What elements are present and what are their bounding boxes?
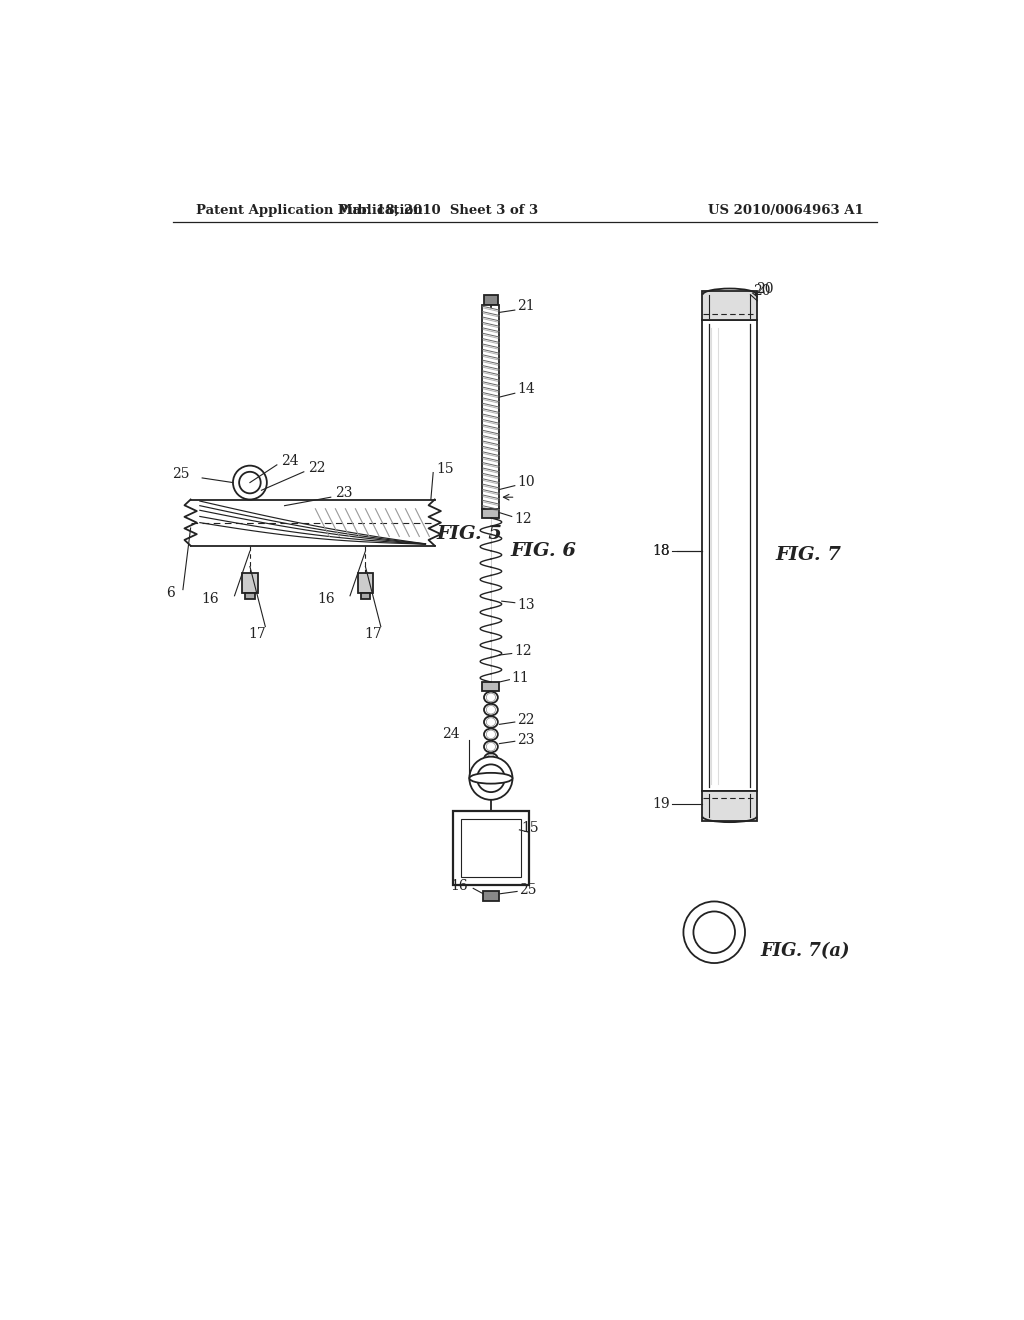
Circle shape (693, 911, 735, 953)
Text: 24: 24 (281, 454, 298, 469)
Text: 16: 16 (202, 591, 219, 606)
Ellipse shape (484, 754, 498, 764)
Text: 15: 15 (521, 821, 540, 836)
Text: 24: 24 (442, 727, 460, 742)
Bar (484, 296, 498, 305)
Text: US 2010/0064963 A1: US 2010/0064963 A1 (708, 205, 864, 218)
Circle shape (240, 471, 261, 494)
Text: 16: 16 (317, 591, 335, 606)
Ellipse shape (469, 774, 512, 784)
Ellipse shape (486, 742, 496, 751)
Text: 18: 18 (652, 544, 670, 558)
Text: 20: 20 (756, 282, 773, 296)
Ellipse shape (484, 704, 498, 715)
Ellipse shape (484, 692, 498, 704)
Text: 15: 15 (436, 462, 454, 475)
Bar (701, 290, 758, 321)
Bar (483, 891, 499, 902)
Circle shape (469, 756, 512, 800)
Text: 6: 6 (167, 586, 175, 601)
Text: FIG. 7: FIG. 7 (776, 546, 842, 564)
Text: 16: 16 (451, 879, 468, 894)
Text: FIG. 7(a): FIG. 7(a) (761, 942, 850, 961)
Text: 22: 22 (307, 461, 326, 475)
Text: 12: 12 (514, 512, 531, 525)
Text: 25: 25 (519, 883, 537, 896)
Text: 13: 13 (517, 598, 535, 612)
Text: 17: 17 (365, 627, 382, 642)
Bar (243, 573, 258, 593)
Ellipse shape (486, 730, 496, 739)
Ellipse shape (484, 717, 498, 727)
Text: 11: 11 (512, 671, 529, 685)
Bar (246, 593, 255, 599)
Ellipse shape (486, 693, 496, 702)
Text: 17: 17 (249, 627, 266, 642)
Circle shape (683, 902, 745, 964)
Circle shape (233, 466, 267, 499)
Bar (482, 508, 500, 517)
Circle shape (477, 764, 505, 792)
Text: 14: 14 (517, 383, 535, 396)
Bar (701, 792, 758, 821)
Bar (482, 682, 500, 692)
Text: 21: 21 (517, 300, 535, 313)
Text: 18: 18 (652, 544, 670, 558)
Text: 12: 12 (514, 644, 531, 659)
Text: 10: 10 (517, 475, 535, 488)
Bar (357, 573, 373, 593)
Text: 23: 23 (335, 486, 352, 500)
Text: Patent Application Publication: Patent Application Publication (196, 205, 423, 218)
Bar (701, 321, 758, 792)
Bar (454, 812, 528, 884)
Text: FIG. 6: FIG. 6 (510, 543, 577, 560)
Text: 25: 25 (172, 467, 189, 480)
Bar (360, 593, 370, 599)
Ellipse shape (486, 718, 496, 726)
Text: 20: 20 (753, 284, 770, 298)
Text: 22: 22 (517, 714, 535, 727)
Ellipse shape (484, 741, 498, 752)
Text: 23: 23 (517, 733, 535, 747)
Text: FIG. 5: FIG. 5 (436, 525, 502, 543)
Bar (461, 818, 521, 876)
Ellipse shape (486, 705, 496, 714)
Text: 19: 19 (652, 797, 670, 810)
Bar (482, 305, 500, 508)
Ellipse shape (484, 729, 498, 741)
Text: Mar. 18, 2010  Sheet 3 of 3: Mar. 18, 2010 Sheet 3 of 3 (339, 205, 539, 218)
Ellipse shape (486, 755, 496, 763)
